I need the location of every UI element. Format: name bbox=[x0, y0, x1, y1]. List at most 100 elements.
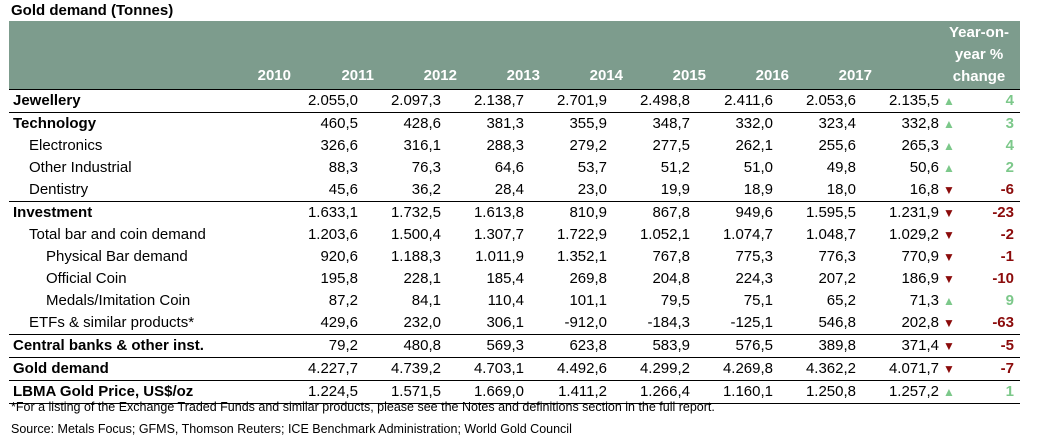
row-label: Other Industrial bbox=[29, 159, 132, 176]
value-cell: 75,1 bbox=[743, 292, 773, 309]
value-cell: 84,1 bbox=[411, 292, 441, 309]
table-row: Investment 1.633,1 1.732,5 1.613,8 810,9 867,… bbox=[9, 201, 1020, 224]
value-cell: 1.257,2 bbox=[856, 380, 939, 404]
value-cell: 204,8 bbox=[652, 270, 690, 287]
value-cell: 71,3 bbox=[909, 292, 939, 309]
value-cell: 623,8 bbox=[524, 334, 607, 358]
table-row: Medals/Imitation Coin 87,2 84,1 110,4 101,1 7… bbox=[9, 290, 1020, 312]
row-label: Technology bbox=[9, 112, 275, 135]
value-cell: 224,3 bbox=[735, 270, 773, 287]
change-cell: -63 bbox=[992, 314, 1014, 331]
value-cell: 101,1 bbox=[569, 292, 607, 309]
table-row: Official Coin 195,8 228,1 185,4 269,8 204,8 22… bbox=[9, 268, 1020, 290]
value-cell: -912,0 bbox=[564, 314, 607, 331]
year-header: 2012 bbox=[423, 67, 457, 84]
triangle-down-icon: ▼ bbox=[939, 334, 959, 358]
year-header: 2014 bbox=[589, 67, 623, 84]
value-cell: 19,9 bbox=[660, 181, 690, 198]
triangle-down-icon: ▼ bbox=[943, 272, 955, 286]
table-row: Total bar and coin demand 1.203,6 1.500,4 1… bbox=[9, 224, 1020, 246]
value-cell: 4.071,7 bbox=[856, 357, 939, 381]
value-cell: 429,6 bbox=[320, 314, 358, 331]
change-cell: -6 bbox=[1000, 181, 1014, 198]
value-cell: 306,1 bbox=[486, 314, 524, 331]
value-cell: 195,8 bbox=[320, 270, 358, 287]
triangle-up-icon: ▲ bbox=[943, 294, 955, 308]
value-cell: 323,4 bbox=[773, 112, 856, 135]
value-cell: 1.160,1 bbox=[690, 380, 773, 404]
value-cell: 50,6 bbox=[909, 159, 939, 176]
value-cell: 1.048,7 bbox=[805, 226, 856, 243]
value-cell: 207,2 bbox=[818, 270, 856, 287]
change-header: Year-on- year % change bbox=[948, 24, 1009, 85]
value-cell: 1.307,7 bbox=[473, 226, 524, 243]
row-label: Medals/Imitation Coin bbox=[46, 292, 191, 309]
value-cell: 776,3 bbox=[818, 248, 856, 265]
value-cell: 65,2 bbox=[826, 292, 856, 309]
value-cell: 1.722,9 bbox=[556, 226, 607, 243]
value-cell: 2.055,0 bbox=[275, 89, 358, 113]
value-cell: 232,0 bbox=[403, 314, 441, 331]
triangle-down-icon: ▼ bbox=[943, 250, 955, 264]
value-cell: 279,2 bbox=[569, 137, 607, 154]
year-header: 2015 bbox=[672, 67, 706, 84]
value-cell: 1.613,8 bbox=[441, 201, 524, 224]
value-cell: 2.498,8 bbox=[607, 89, 690, 113]
change-cell: -10 bbox=[992, 270, 1014, 287]
value-cell: -125,1 bbox=[730, 314, 773, 331]
value-cell: 2.053,6 bbox=[773, 89, 856, 113]
change-cell: -23 bbox=[959, 201, 1020, 224]
value-cell: 1.633,1 bbox=[275, 201, 358, 224]
change-cell: -2 bbox=[1000, 226, 1014, 243]
value-cell: 1.732,5 bbox=[358, 201, 441, 224]
table-row: LBMA Gold Price, US$/oz 1.224,5 1.571,5 1.6… bbox=[9, 380, 1020, 404]
value-cell: 45,6 bbox=[328, 181, 358, 198]
year-header: 2013 bbox=[506, 67, 540, 84]
value-cell: 49,8 bbox=[826, 159, 856, 176]
value-cell: 269,8 bbox=[569, 270, 607, 287]
value-cell: 1.224,5 bbox=[275, 380, 358, 404]
year-header: 2011 bbox=[341, 67, 374, 84]
value-cell: 810,9 bbox=[524, 201, 607, 224]
row-label: Electronics bbox=[29, 137, 103, 154]
value-cell: 2.097,3 bbox=[358, 89, 441, 113]
value-cell: 1.231,9 bbox=[856, 201, 939, 224]
change-cell: 2 bbox=[1005, 159, 1014, 176]
value-cell: 326,6 bbox=[320, 137, 358, 154]
value-cell: 64,6 bbox=[494, 159, 524, 176]
value-cell: 576,5 bbox=[690, 334, 773, 358]
value-cell: 1.571,5 bbox=[358, 380, 441, 404]
value-cell: 4.269,8 bbox=[690, 357, 773, 381]
value-cell: 348,7 bbox=[607, 112, 690, 135]
triangle-up-icon: ▲ bbox=[943, 161, 955, 175]
value-cell: 316,1 bbox=[403, 137, 441, 154]
value-cell: 775,3 bbox=[735, 248, 773, 265]
value-cell: 228,1 bbox=[403, 270, 441, 287]
value-cell: 262,1 bbox=[735, 137, 773, 154]
triangle-down-icon: ▼ bbox=[943, 316, 955, 330]
value-cell: -184,3 bbox=[647, 314, 690, 331]
change-cell: 3 bbox=[959, 112, 1020, 135]
value-cell: 2.135,5 bbox=[856, 89, 939, 113]
table-row: Electronics 326,6 316,1 288,3 279,2 277,5 262,… bbox=[9, 135, 1020, 157]
table-header: 2010 2011 2012 2013 2014 2015 2016 2017 … bbox=[9, 21, 1020, 89]
value-cell: 265,3 bbox=[901, 137, 939, 154]
value-cell: 546,8 bbox=[818, 314, 856, 331]
table-row: Gold demand 4.227,7 4.739,2 4.703,1 4.492,6 4… bbox=[9, 357, 1020, 381]
value-cell: 389,8 bbox=[773, 334, 856, 358]
value-cell: 87,2 bbox=[328, 292, 358, 309]
table-row: Physical Bar demand 920,6 1.188,3 1.011,9 1.… bbox=[9, 246, 1020, 268]
value-cell: 583,9 bbox=[607, 334, 690, 358]
value-cell: 569,3 bbox=[441, 334, 524, 358]
value-cell: 79,2 bbox=[275, 334, 358, 358]
value-cell: 255,6 bbox=[818, 137, 856, 154]
triangle-up-icon: ▲ bbox=[939, 89, 959, 113]
row-label: LBMA Gold Price, US$/oz bbox=[9, 380, 275, 404]
table-row: ETFs & similar products* 429,6 232,0 306,1 -… bbox=[9, 312, 1020, 335]
value-cell: 1.074,7 bbox=[722, 226, 773, 243]
value-cell: 1.011,9 bbox=[475, 248, 524, 265]
value-cell: 4.703,1 bbox=[441, 357, 524, 381]
value-cell: 185,4 bbox=[486, 270, 524, 287]
value-cell: 28,4 bbox=[494, 181, 524, 198]
value-cell: 1.595,5 bbox=[773, 201, 856, 224]
